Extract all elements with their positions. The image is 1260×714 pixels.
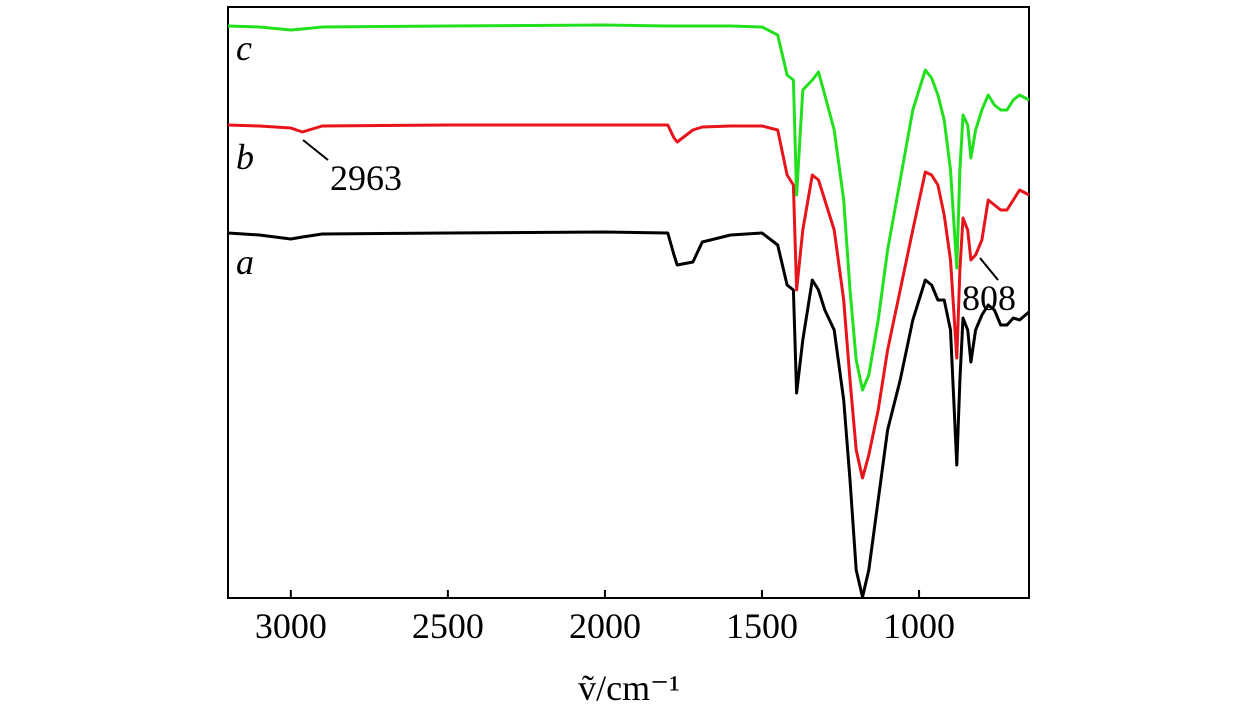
annotation: 808 <box>962 278 1016 318</box>
x-tick-label: 3000 <box>255 606 327 646</box>
x-axis-label: ṽ/cm⁻¹ <box>578 668 680 708</box>
plot-frame <box>227 6 1030 599</box>
x-tick-label: 1500 <box>726 606 798 646</box>
annotation: 2963 <box>330 158 402 198</box>
x-tick-label: 2500 <box>412 606 484 646</box>
x-tick-label: 2000 <box>569 606 641 646</box>
series-label: c <box>236 28 252 68</box>
series-label: b <box>236 137 254 177</box>
x-tick-label: 1000 <box>883 606 955 646</box>
series-line <box>227 123 1030 480</box>
series-label: a <box>236 242 254 282</box>
leader-line <box>302 139 329 161</box>
leader-line <box>979 257 999 281</box>
series-line <box>227 230 1030 599</box>
series-line <box>227 23 1030 392</box>
